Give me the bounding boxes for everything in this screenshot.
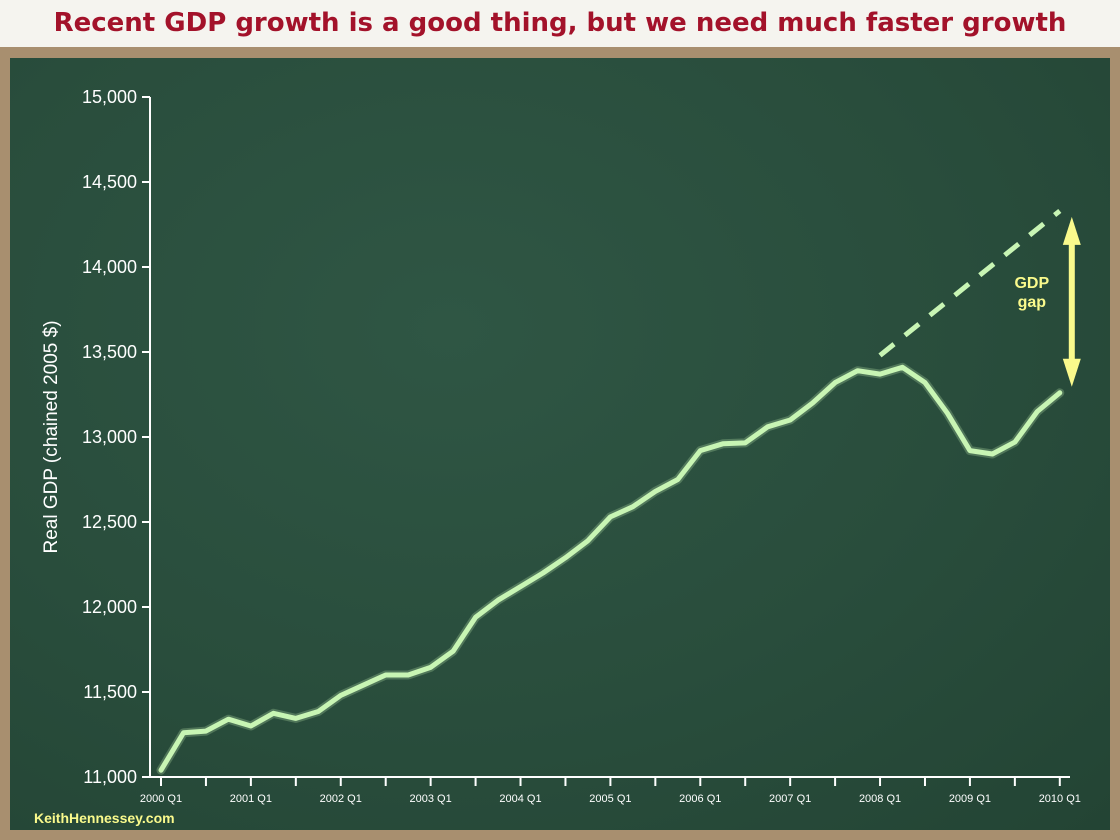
y-tick-label: 11,000 — [83, 767, 137, 787]
gdp-line-glow — [156, 362, 1065, 775]
y-tick-label: 15,000 — [82, 87, 137, 107]
chalkboard — [10, 58, 1110, 830]
gap-arrow-head-up — [1062, 216, 1081, 245]
x-tick-label: 2005 Q1 — [589, 793, 631, 805]
y-axis-label: Real GDP (chained 2005 $) — [41, 320, 62, 553]
y-tick-label: 14,000 — [82, 257, 137, 277]
x-tick-label: 2008 Q1 — [859, 793, 901, 805]
x-tick-label: 2003 Q1 — [410, 793, 452, 805]
x-tick-label: 2007 Q1 — [769, 793, 811, 805]
gap-label-line: GDP — [1014, 275, 1049, 292]
y-axis: 11,000 11,500 12,000 12,500 13,000 13,500 14,0… — [82, 87, 151, 787]
gdp-gap-annotation: GDP gap — [1014, 216, 1081, 387]
x-axis: 2000 Q1 2001 Q1 2002 Q1 2003 Q1 2004 Q1 2005 … — [140, 776, 1081, 805]
x-tick-label: 2010 Q1 — [1039, 793, 1081, 805]
series-lines — [156, 208, 1065, 775]
x-tick-label: 2004 Q1 — [499, 793, 541, 805]
trend-line — [878, 208, 1062, 358]
y-tick-label: 12,000 — [82, 597, 137, 617]
x-tick-label: 2006 Q1 — [679, 793, 721, 805]
gap-label-line: gap — [1018, 294, 1047, 311]
y-tick-label: 13,000 — [82, 427, 137, 447]
x-tick-label: 2000 Q1 — [140, 793, 182, 805]
chalkboard-frame — [0, 47, 1120, 840]
chart-title: Recent GDP growth is a good thing, but w… — [53, 8, 1067, 38]
credit-text: KeithHennessey.com — [34, 810, 175, 826]
x-tick-label: 2002 Q1 — [320, 793, 362, 805]
x-tick-label: 2001 Q1 — [230, 793, 272, 805]
y-tick-label: 13,500 — [82, 342, 137, 362]
x-tick-label: 2009 Q1 — [949, 793, 991, 805]
y-tick-label: 12,500 — [82, 512, 137, 532]
gdp-line — [158, 364, 1063, 773]
gap-arrow-head-down — [1062, 358, 1081, 387]
y-tick-label: 11,500 — [83, 682, 137, 702]
y-tick-label: 14,500 — [82, 172, 137, 192]
